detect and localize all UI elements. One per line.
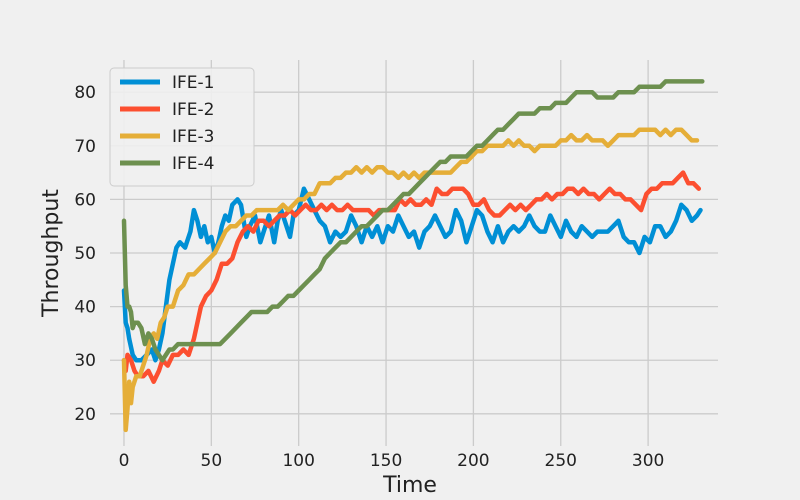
legend-label: IFE-1 [172, 73, 214, 93]
series-line-ife-2 [121, 170, 702, 384]
series-line-ife-4 [121, 79, 705, 363]
legend-frame [109, 67, 255, 187]
x-tick-label: 200 [457, 451, 489, 471]
legend-label: IFE-2 [172, 100, 214, 120]
series-lines [121, 79, 705, 433]
y-tick-label: 40 [74, 298, 96, 318]
y-tick-label: 20 [74, 405, 96, 425]
series-line-ife-1 [121, 186, 703, 363]
y-tick-label: 50 [74, 244, 96, 264]
y-tick-label: 30 [74, 351, 96, 371]
y-tick-label: 80 [74, 83, 96, 103]
x-tick-labels: 0 50 100 150 200 250 300 [119, 451, 665, 471]
legend-label: IFE-4 [172, 154, 214, 174]
x-tick-label: 0 [119, 451, 130, 471]
y-tick-label: 60 [74, 190, 96, 210]
x-tick-label: 100 [282, 451, 314, 471]
x-tick-label: 250 [545, 451, 577, 471]
x-tick-label: 300 [632, 451, 664, 471]
grid-lines [110, 60, 718, 446]
legend-label: IFE-3 [172, 127, 214, 147]
x-tick-label: 50 [201, 451, 223, 471]
y-axis-label: Throughput [39, 189, 64, 318]
y-tick-label: 70 [74, 137, 96, 157]
x-axis-label: Time [382, 473, 437, 498]
x-tick-label: 150 [370, 451, 402, 471]
legend: IFE-1 IFE-2 IFE-3 IFE-4 [109, 67, 255, 187]
series-line-ife-3 [121, 127, 700, 433]
y-tick-labels: 20 30 40 50 60 70 80 [74, 83, 96, 425]
